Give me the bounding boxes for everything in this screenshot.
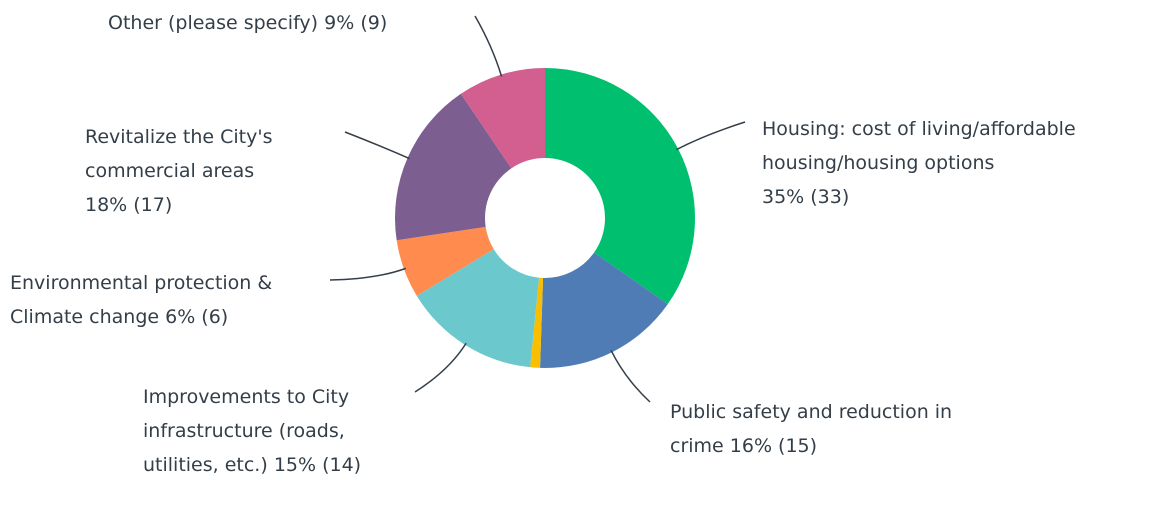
value-label: 9% (9) — [324, 12, 388, 34]
donut-slice — [530, 277, 544, 368]
category-name: Environmental protection & Climate chang… — [10, 272, 273, 328]
category-name: Revitalize the City's commercial areas — [85, 126, 273, 182]
slice-label: Housing: cost of living/affordable housi… — [762, 112, 1162, 214]
leader-line — [675, 121, 746, 151]
slice-label: Improvements to City infrastructure (roa… — [143, 380, 408, 482]
donut-slice — [396, 226, 494, 296]
category-name: Housing: cost of living/affordable housi… — [762, 118, 1076, 174]
category-name: Public safety and reduction in crime — [670, 401, 953, 457]
value-label: 15% (14) — [273, 454, 362, 476]
leader-line — [414, 342, 467, 393]
slice-label: Other (please specify) 9% (9) — [108, 6, 508, 40]
donut-slice — [460, 68, 545, 169]
leader-line — [474, 15, 503, 77]
donut-slice — [540, 252, 668, 369]
value-label: 35% (33) — [762, 186, 850, 208]
slice-label: Public safety and reduction in crime 16%… — [670, 395, 1010, 463]
donut-slice — [394, 93, 512, 241]
donut-slice — [416, 249, 540, 368]
slice-label: Environmental protection & Climate chang… — [10, 266, 325, 334]
leader-line — [610, 350, 651, 403]
leader-line — [329, 267, 407, 281]
leader-line — [344, 131, 410, 160]
value-label: 6% (6) — [165, 306, 229, 328]
value-label: 16% (15) — [729, 435, 818, 457]
donut-slice — [545, 68, 695, 305]
value-label: 18% (17) — [85, 194, 173, 216]
slice-label: Revitalize the City's commercial areas 1… — [85, 120, 335, 222]
category-name: Other (please specify) — [108, 12, 319, 34]
category-name: Improvements to City infrastructure (roa… — [143, 386, 350, 476]
